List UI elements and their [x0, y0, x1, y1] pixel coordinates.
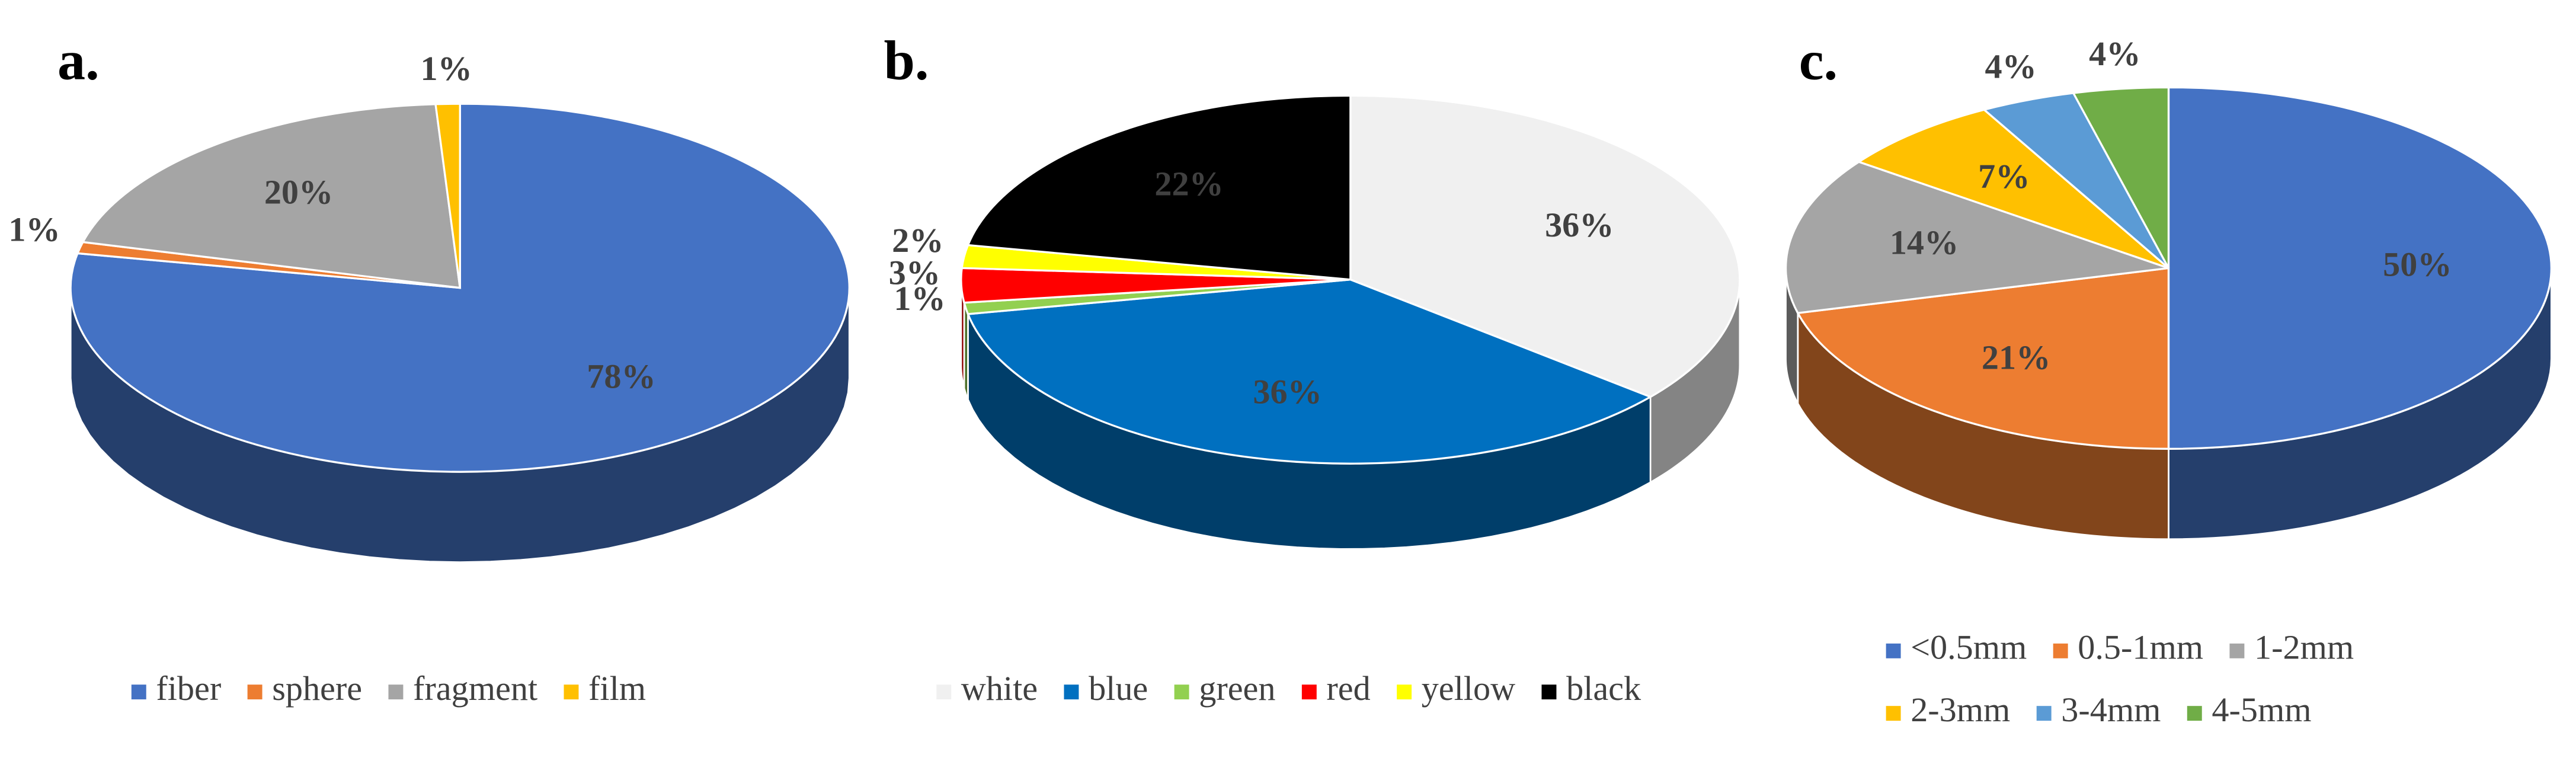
data-label: 36%: [1545, 206, 1614, 244]
data-label: 7%: [1978, 157, 2030, 196]
legend-label: 2-3mm: [1911, 690, 2010, 729]
slice: [2167, 86, 2553, 450]
legend-swatch: [936, 685, 952, 700]
legend-swatch: [2053, 643, 2068, 658]
slice: [1796, 267, 2170, 450]
legend-label: white: [961, 669, 1038, 708]
legend-swatch: [131, 685, 146, 700]
slice: [2072, 86, 2170, 269]
slice: [1784, 161, 2169, 314]
legend-swatch: [1397, 685, 1412, 700]
data-label: 22%: [1154, 165, 1223, 203]
data-label: 3%: [889, 253, 940, 292]
data-label: 2%: [892, 221, 943, 260]
legend-swatch: [2187, 706, 2202, 721]
legend-label: fragment: [413, 669, 537, 708]
legend-swatch: [388, 685, 404, 700]
panel-label: a.: [57, 30, 100, 92]
legend-swatch: [1301, 685, 1317, 700]
legend-swatch: [1886, 643, 1901, 658]
data-label: 4%: [2089, 34, 2140, 73]
legend-label: 4-5mm: [2212, 690, 2311, 729]
data-label: 20%: [264, 172, 333, 211]
slice: [81, 103, 462, 289]
data-label: 1%: [420, 49, 472, 88]
legend-label: green: [1199, 669, 1275, 708]
pie-chart: c. 50% 21% 14% 7% 4% 4% <0.5mm 0.5-1mm 1-2mm 2-3mm…: [1784, 30, 2553, 729]
legend-swatch: [1174, 685, 1189, 700]
data-label: 14%: [1890, 223, 1959, 262]
slice: [967, 279, 1653, 465]
data-label: 4%: [1985, 47, 2036, 86]
legend-label: sphere: [272, 669, 362, 708]
legend-swatch: [2036, 706, 2052, 721]
data-label: 36%: [1253, 373, 1321, 411]
data-label: 1%: [8, 210, 60, 249]
legend-label: film: [588, 669, 646, 708]
slice: [434, 103, 461, 288]
legend-label: <0.5mm: [1911, 628, 2027, 667]
legend-swatch: [247, 685, 263, 700]
legend-swatch: [1886, 706, 1901, 721]
legend-label: 0.5-1mm: [2078, 628, 2203, 667]
panel-label: c.: [1799, 30, 1838, 92]
data-label: 78%: [587, 357, 655, 396]
legend-swatch: [2229, 643, 2245, 658]
slice: [1857, 108, 2169, 269]
legend-swatch: [1541, 685, 1557, 700]
slice: [69, 103, 850, 473]
slice: [1349, 94, 1741, 398]
legend-label: 3-4mm: [2061, 690, 2161, 729]
legend-label: fiber: [156, 669, 221, 708]
data-label: 50%: [2383, 245, 2452, 284]
data-label: 1%: [894, 279, 945, 318]
data-label: 21%: [1982, 338, 2050, 376]
pie-chart: a. 78% 1% 20% 1% fiber sphere fragment film: [8, 30, 850, 708]
pie-chart: b. 36% 36% 1%3%2% 22% white blue green red yellow…: [884, 30, 1741, 708]
slice: [967, 94, 1352, 281]
legend-label: yellow: [1422, 669, 1515, 708]
legend-swatch: [564, 685, 579, 700]
legend-label: black: [1566, 669, 1641, 708]
legend-label: 1-2mm: [2254, 628, 2354, 667]
legend-swatch: [1064, 685, 1079, 700]
panel-label: b.: [884, 30, 929, 92]
legend-label: blue: [1089, 669, 1148, 708]
legend-label: red: [1326, 669, 1370, 708]
